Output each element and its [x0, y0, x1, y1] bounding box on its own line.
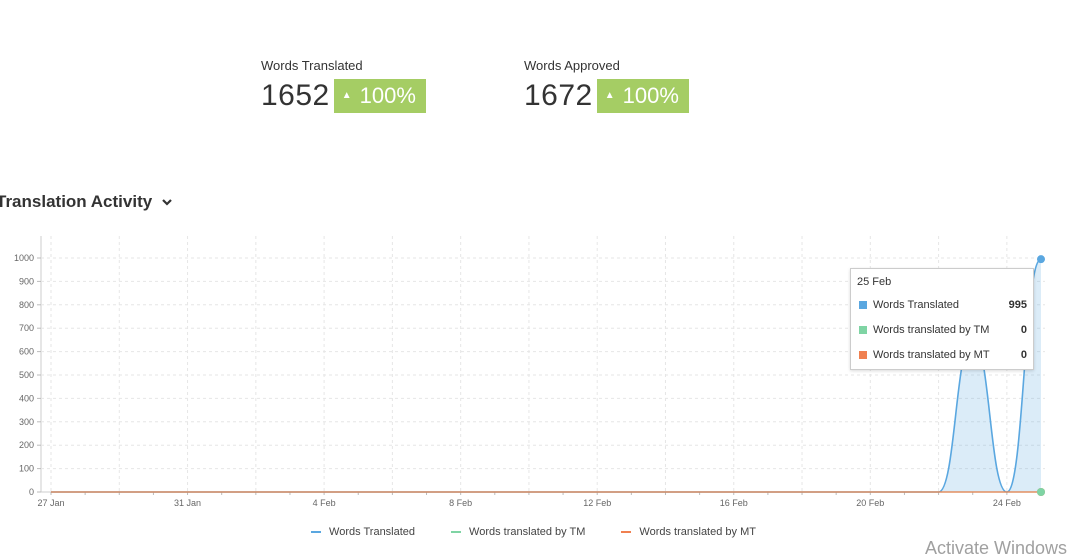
tooltip-row: Words translated by TM 0: [859, 324, 1027, 336]
stat-value: 1672: [524, 79, 593, 112]
section-title: Translation Activity: [0, 192, 153, 211]
tooltip-date: 25 Feb: [857, 276, 892, 288]
legend-label: Words translated by MT: [639, 526, 756, 538]
tooltip-series-value: 0: [1020, 324, 1027, 336]
y-tick-label: 200: [19, 440, 34, 450]
y-tick-label: 1000: [14, 253, 34, 263]
x-tick-label: 8 Feb: [449, 498, 472, 508]
change-value: 100%: [359, 83, 416, 108]
y-tick-label: 800: [19, 300, 34, 310]
y-tick-label: 700: [19, 323, 34, 333]
stat-words-translated: Words Translated 1652 ▲ 100%: [261, 58, 426, 113]
x-tick-label: 4 Feb: [313, 498, 336, 508]
tooltip-series-value: 0: [1020, 349, 1027, 361]
legend-label: Words translated by TM: [469, 526, 586, 538]
change-badge: ▲ 100%: [333, 79, 426, 113]
legend-swatch: [311, 531, 322, 533]
stat-label: Words Approved: [524, 58, 620, 73]
chevron-down-icon: [162, 199, 172, 206]
legend-swatch: [451, 531, 462, 533]
data-point-words-translated-by-tm: [1037, 488, 1045, 496]
tooltip-series-value: 995: [1008, 299, 1027, 311]
stat-words-approved: Words Approved 1672 ▲ 100%: [524, 58, 689, 113]
x-tick-label: 20 Feb: [856, 498, 884, 508]
arrow-up-icon: ▲: [341, 90, 352, 101]
y-tick-label: 100: [19, 464, 34, 474]
tooltip-row: Words Translated 995: [859, 299, 1027, 311]
tooltip-series-name: Words Translated: [873, 299, 960, 311]
y-tick-label: 900: [19, 276, 34, 286]
tooltip-row: Words translated by MT 0: [859, 349, 1027, 361]
x-tick-label: 12 Feb: [583, 498, 611, 508]
arrow-up-icon: ▲: [604, 90, 615, 101]
legend-item-words-translated-by-mt[interactable]: Words translated by MT: [621, 526, 756, 538]
stat-value: 1652: [261, 79, 330, 112]
legend-label: Words Translated: [329, 526, 416, 538]
chart-legend: Words Translated Words translated by TM …: [0, 526, 1067, 538]
legend-swatch: [621, 531, 632, 533]
series-swatch: [859, 351, 867, 359]
chart-tooltip: 25 Feb Words Translated 995 Words transl…: [850, 268, 1034, 370]
stat-label: Words Translated: [261, 58, 363, 73]
legend-item-words-translated[interactable]: Words Translated: [311, 526, 415, 538]
y-tick-label: 500: [19, 370, 34, 380]
series-swatch: [859, 326, 867, 334]
x-tick-label: 24 Feb: [993, 498, 1021, 508]
y-tick-label: 600: [19, 347, 34, 357]
activate-windows-watermark: Activate Windows: [925, 538, 1067, 558]
tooltip-series-name: Words translated by TM: [873, 324, 990, 336]
translation-activity-dropdown[interactable]: Translation Activity: [0, 192, 174, 212]
tooltip-series-name: Words translated by MT: [873, 349, 990, 361]
y-tick-label: 0: [29, 487, 34, 497]
data-point-words-translated: [1037, 255, 1045, 264]
x-tick-label: 27 Jan: [37, 498, 64, 508]
change-value: 100%: [622, 83, 679, 108]
legend-item-words-translated-by-tm[interactable]: Words translated by TM: [451, 526, 585, 538]
y-tick-label: 400: [19, 393, 34, 403]
change-badge: ▲ 100%: [596, 79, 689, 113]
y-tick-label: 300: [19, 417, 34, 427]
x-tick-label: 31 Jan: [174, 498, 201, 508]
series-swatch: [859, 301, 867, 309]
x-tick-label: 16 Feb: [720, 498, 748, 508]
